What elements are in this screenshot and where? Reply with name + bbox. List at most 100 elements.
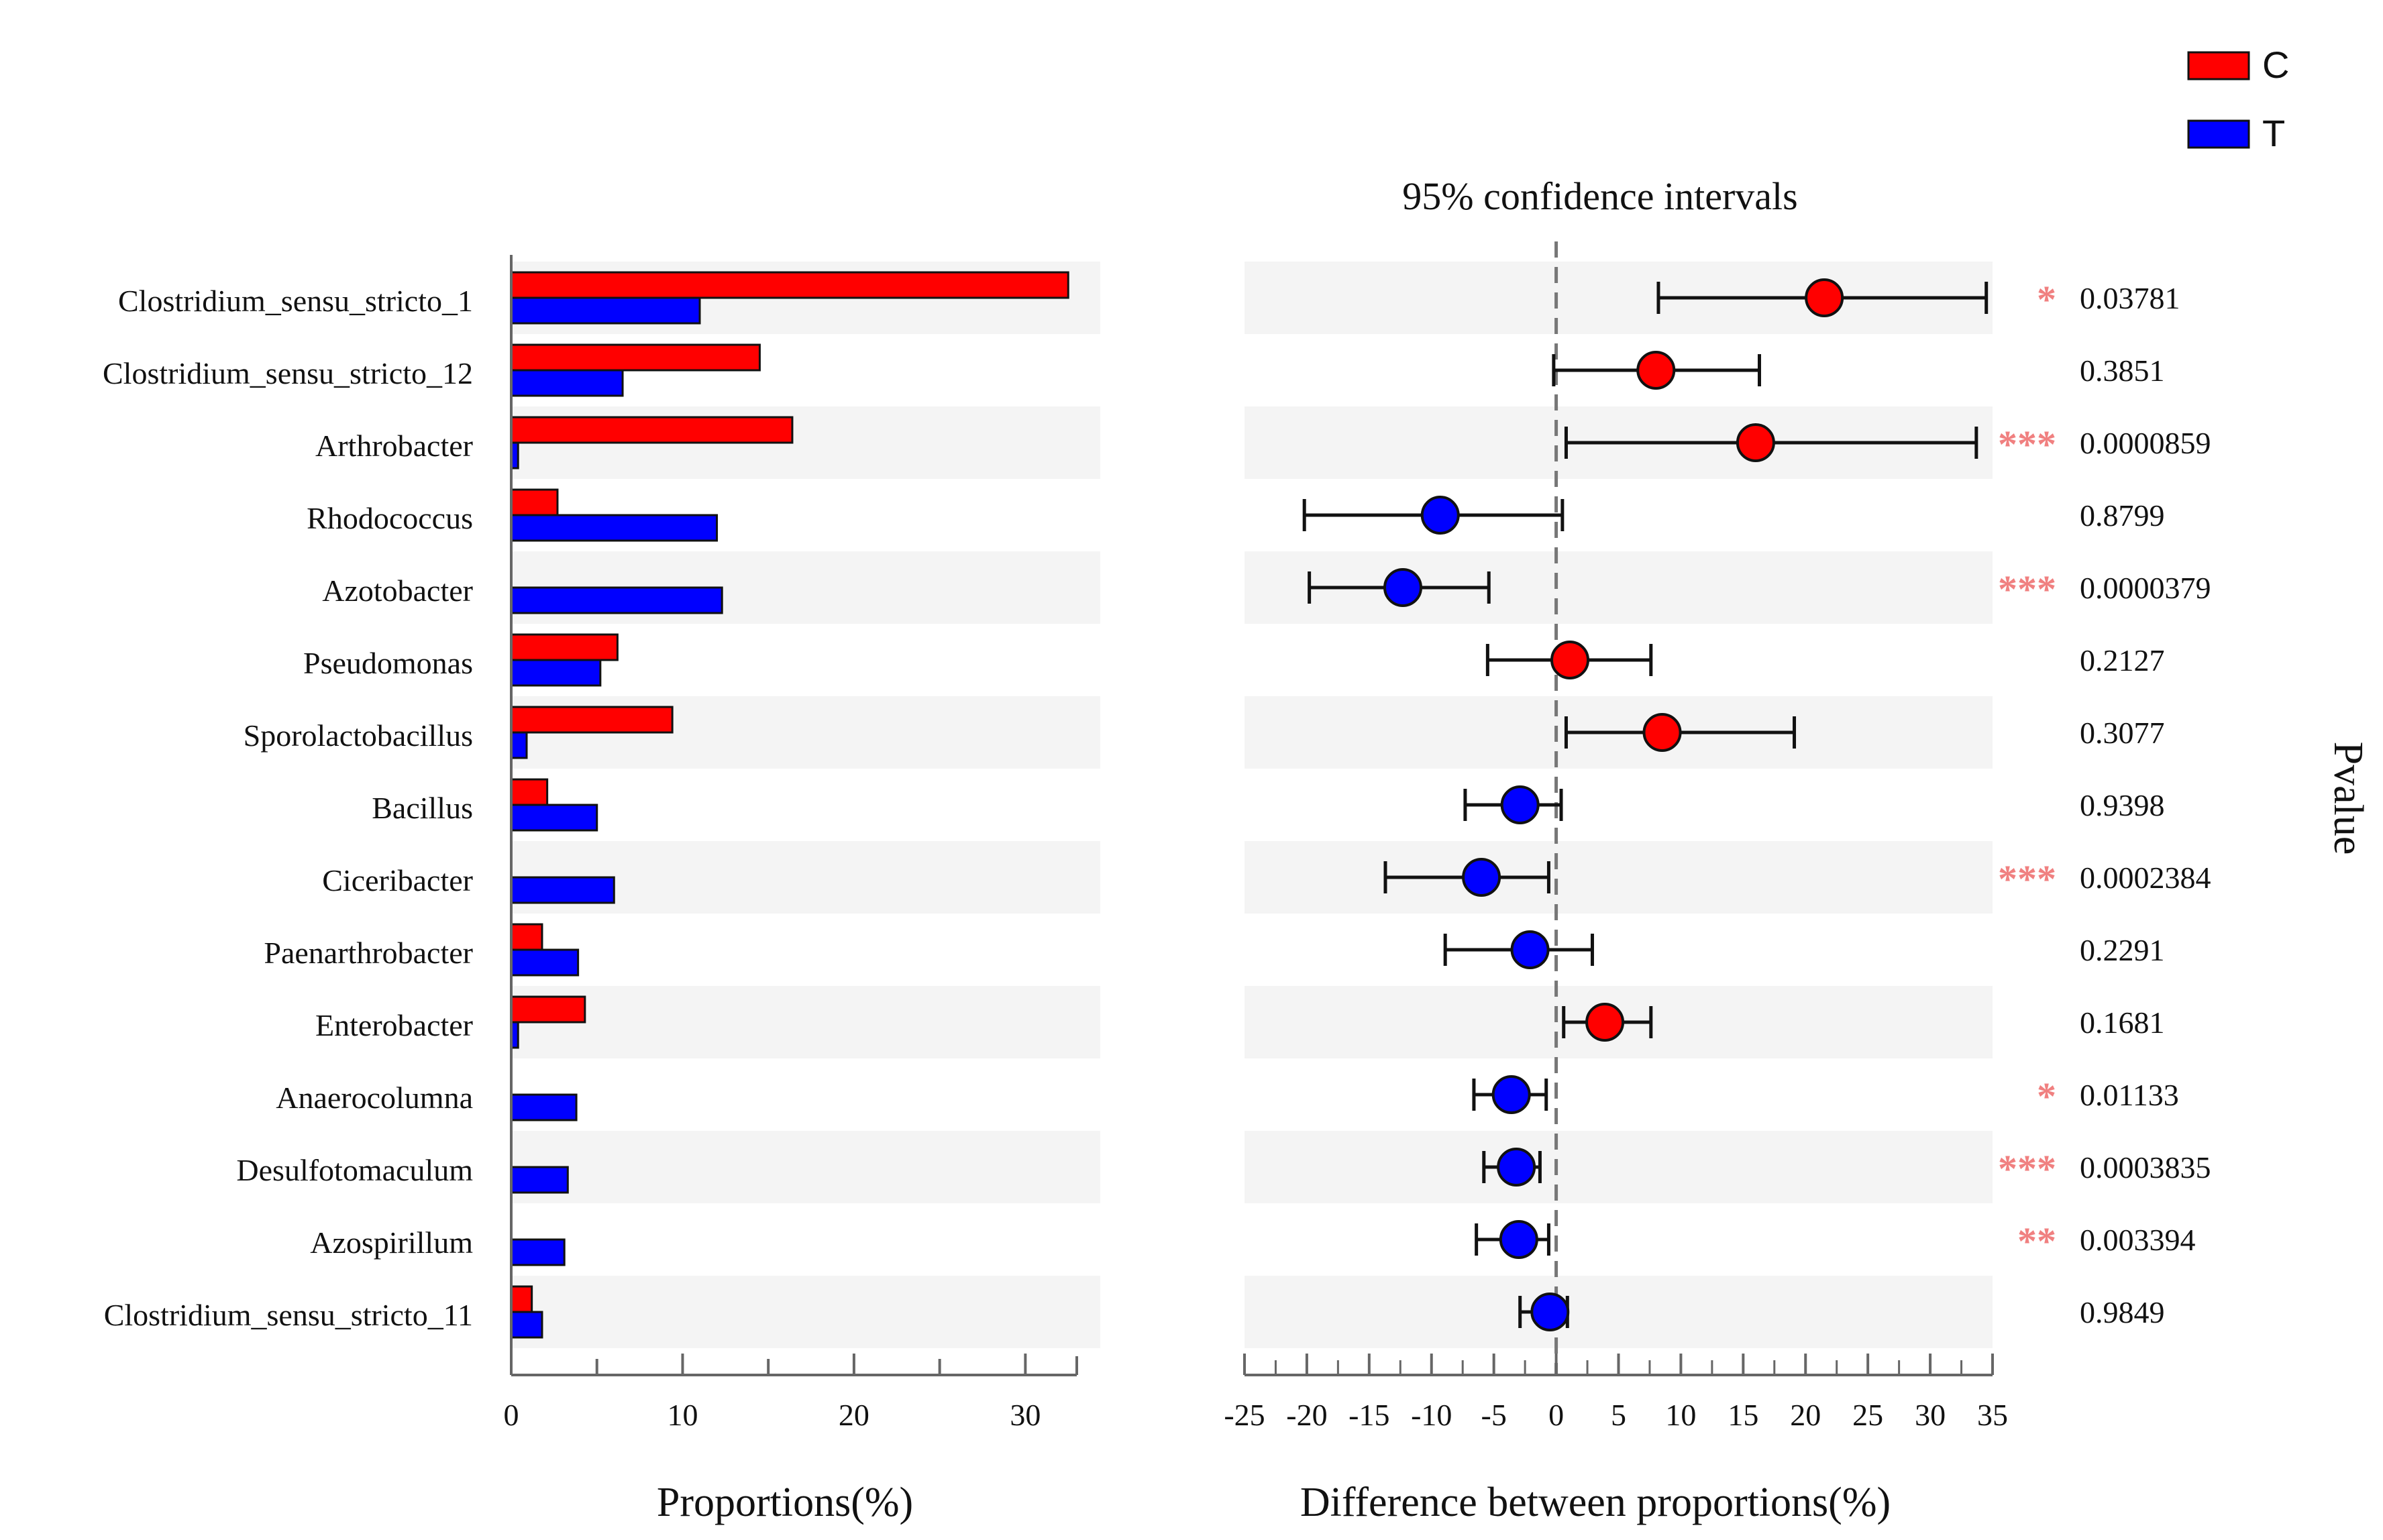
left-x-tick-label: 20 (839, 1398, 869, 1432)
category-label: Ciceribacter (322, 863, 473, 897)
ci-point (1636, 351, 1676, 390)
legend-swatch (2187, 51, 2250, 80)
text-labels: 95% confidence intervals Proportions(%) … (657, 174, 2371, 1525)
bar-t (510, 1093, 578, 1121)
significance-stars: *** (1998, 567, 2056, 611)
pvalue-label: 0.01133 (2080, 1078, 2179, 1112)
pvalue-label: 0.0003835 (2080, 1150, 2211, 1185)
bar-t (510, 948, 580, 977)
bar-c (510, 488, 559, 516)
pvalue-label: 0.2291 (2080, 933, 2165, 967)
right-x-tick-label: 5 (1611, 1398, 1626, 1432)
pvalue-label: 0.9849 (2080, 1295, 2165, 1329)
ci-point (1499, 1220, 1538, 1259)
legend-swatch (2187, 119, 2250, 149)
bar-t (510, 586, 723, 614)
bar-t (510, 659, 602, 687)
ci-title: 95% confidence intervals (1402, 174, 1797, 218)
pvalue-label: 0.1681 (2080, 1005, 2165, 1040)
row-band-right (1245, 1276, 1993, 1348)
left-x-tick-label: 0 (504, 1398, 519, 1432)
row-band-right (1245, 841, 1993, 914)
right-x-axis-label: Difference between proportions(%) (1300, 1480, 1891, 1525)
category-label: Rhodococcus (307, 501, 473, 535)
right-x-tick-label: -25 (1224, 1398, 1265, 1432)
ci-point (1530, 1292, 1570, 1331)
bar-t (510, 876, 615, 904)
bar-t (510, 369, 624, 397)
significance-stars: * (2037, 278, 2056, 321)
pvalue-label: 0.3077 (2080, 716, 2165, 750)
ci-point (1585, 1003, 1625, 1042)
category-label: Arthrobacter (315, 429, 473, 463)
category-label: Desulfotomaculum (236, 1153, 473, 1187)
axes: 0 10 20 30 -25 -20 -15 -10 -5 0 5 10 15 20 25 30 35 (504, 255, 2008, 1432)
right-x-tick-label: -10 (1411, 1398, 1452, 1432)
ci-point (1736, 423, 1775, 462)
proportion-bars: Clostridium_sensu_stricto_1 Clostridium_s… (103, 271, 1069, 1339)
right-x-tick-label: -15 (1348, 1398, 1389, 1432)
significance-stars: *** (1998, 1147, 2056, 1191)
significance-stars: *** (1998, 423, 2056, 466)
category-label: Azotobacter (322, 573, 473, 608)
right-x-tick-label: 15 (1728, 1398, 1758, 1432)
bar-c (510, 923, 543, 951)
right-x-tick-label: 0 (1548, 1398, 1564, 1432)
ci-point (1420, 496, 1460, 535)
category-label: Anaerocolumna (276, 1081, 473, 1115)
bar-t (510, 1238, 566, 1266)
pvalue-label: 0.0000379 (2080, 571, 2211, 605)
ci-point (1383, 568, 1423, 607)
bar-c (510, 633, 619, 661)
pvalue-axis-label: Pvalue (2325, 742, 2371, 855)
category-label: Clostridium_sensu_stricto_1 (118, 284, 473, 318)
ci-point (1462, 858, 1501, 897)
pvalue-label: 0.0002384 (2080, 861, 2211, 895)
left-x-axis-label: Proportions(%) (657, 1480, 913, 1525)
pvalue-label: 0.8799 (2080, 498, 2165, 533)
ci-point (1497, 1148, 1536, 1187)
bar-c (510, 416, 794, 444)
category-label: Clostridium_sensu_stricto_11 (104, 1298, 473, 1332)
legend: CT (2187, 44, 2289, 154)
row-band-left (511, 1276, 1100, 1348)
ci-point (1550, 641, 1590, 679)
bar-t (510, 1311, 543, 1339)
category-label: Bacillus (372, 791, 473, 825)
bar-t (510, 514, 719, 542)
bar-c (510, 778, 549, 806)
significance-stars: *** (1998, 857, 2056, 901)
category-label: Azospirillum (310, 1225, 473, 1260)
bar-c (510, 343, 761, 372)
row-band-right (1245, 1131, 1993, 1203)
bar-c (510, 995, 586, 1024)
ci-point (1510, 930, 1550, 969)
pvalue-label: 0.0000859 (2080, 426, 2211, 460)
ci-point (1805, 278, 1844, 317)
right-x-tick-label: -5 (1481, 1398, 1507, 1432)
right-x-tick-label: -20 (1286, 1398, 1327, 1432)
right-x-tick-label: 30 (1915, 1398, 1946, 1432)
category-label: Sporolactobacillus (244, 718, 473, 753)
right-x-tick-label: 20 (1790, 1398, 1821, 1432)
category-label: Pseudomonas (303, 646, 473, 680)
significance-stars: ** (2017, 1219, 2056, 1263)
category-label: Clostridium_sensu_stricto_12 (103, 356, 473, 390)
pvalue-label: 0.03781 (2080, 281, 2180, 315)
ci-point (1642, 713, 1682, 752)
pvalue-label: 0.9398 (2080, 788, 2165, 822)
category-label: Paenarthrobacter (264, 936, 473, 970)
significance-stars: * (2037, 1075, 2056, 1118)
row-band-left (511, 986, 1100, 1058)
bar-c (510, 1285, 533, 1313)
right-x-tick-label: 25 (1852, 1398, 1883, 1432)
pvalue-label: 0.3851 (2080, 353, 2165, 388)
ci-point (1500, 785, 1540, 824)
pvalue-label: 0.003394 (2080, 1223, 2196, 1257)
bar-t (510, 731, 528, 759)
bar-t (510, 296, 701, 325)
right-x-tick-label: 10 (1665, 1398, 1696, 1432)
